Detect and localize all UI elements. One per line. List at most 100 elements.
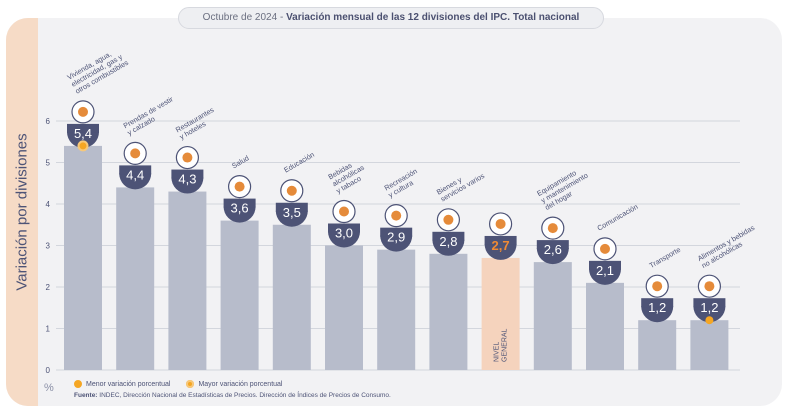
food-icon (697, 274, 722, 298)
value-badge-top (67, 123, 99, 133)
y-tick-label: 5 (46, 159, 51, 168)
legend-item-min: Menor variación porcentual Mayor variaci… (74, 378, 282, 390)
value-badge (119, 173, 152, 190)
value-badge (223, 206, 256, 223)
bar (116, 187, 155, 370)
bus-icon (645, 274, 669, 298)
ylabel-panel (6, 18, 38, 406)
value-label: 3,0 (335, 226, 353, 241)
bar (325, 245, 363, 370)
legend-min-label: Menor variación porcentual (86, 380, 171, 388)
bar (429, 253, 468, 370)
min-marker (705, 316, 714, 325)
source-text: INDEC, Dirección Nacional de Estadística… (97, 392, 391, 399)
bar-highlight (481, 257, 520, 370)
category-label: Transporte (648, 245, 682, 270)
value-badge-top (328, 223, 360, 233)
y-axis-unit: % (44, 382, 54, 394)
category-label: Bebidasalcohólicasy tabaco (327, 156, 371, 196)
value-badge-top (589, 260, 621, 270)
bar (533, 262, 572, 370)
legend-max-dot (186, 380, 195, 388)
value-badge-top (641, 298, 674, 308)
value-label: 3,5 (283, 205, 301, 220)
scissors-comb-icon (436, 208, 460, 232)
bar (690, 320, 729, 370)
bar-inner-label: NIVELGENERAL (494, 328, 509, 362)
y-tick-label: 4 (46, 200, 51, 209)
title-main: Variación mensual de las 12 divisiones d… (286, 12, 580, 23)
y-tick-label: 6 (46, 117, 51, 126)
value-badge-top (171, 169, 204, 179)
category-label: Equipamientoy mantenimientodel hogar (535, 164, 593, 212)
bar (220, 220, 259, 370)
value-label: 2,7 (492, 238, 510, 253)
value-badge (693, 306, 726, 323)
value-label: 1,2 (648, 300, 666, 315)
category-label: Comunicación (596, 202, 640, 233)
category-label: Restaurantesy hoteles (174, 105, 220, 141)
y-tick-label: 0 (46, 366, 51, 375)
max-marker (77, 140, 89, 152)
clothing-icon (123, 141, 147, 165)
value-label: 2,9 (387, 230, 405, 245)
legend-min-dot (74, 380, 82, 388)
legend-max-label: Mayor variación porcentual (198, 380, 283, 388)
value-label: 3,6 (231, 201, 249, 216)
value-label: 2,8 (439, 234, 457, 249)
value-badge-top (119, 165, 152, 175)
y-tick-label: 2 (46, 283, 51, 292)
bar (168, 191, 207, 370)
source-label: Fuente: (74, 392, 98, 399)
value-label: 2,1 (596, 263, 614, 278)
bar (638, 320, 677, 370)
value-badge (432, 239, 465, 256)
value-badge (67, 131, 99, 148)
title-prefix: Octubre de 2024 - (202, 12, 287, 23)
value-label: 4,4 (126, 167, 144, 182)
value-badge-top (380, 227, 413, 237)
value-badge (171, 177, 204, 194)
legend: Menor variación porcentual Mayor variaci… (74, 378, 282, 390)
bar (377, 249, 416, 370)
value-badge-top (693, 298, 726, 308)
value-badge (328, 231, 360, 248)
chart-title: Octubre de 2024 - Variación mensual de l… (178, 7, 604, 29)
value-label: 2,6 (544, 242, 562, 257)
category-label: Vivienda, agua,electricidad, gas yotros … (66, 44, 131, 96)
value-badge (275, 210, 308, 227)
appliance-icon (541, 216, 565, 240)
first-aid-icon (228, 175, 252, 199)
cutlery-icon (175, 145, 199, 170)
bar (272, 224, 311, 370)
value-badge-top (275, 202, 308, 212)
y-tick-label: 1 (46, 325, 51, 334)
category-label: Alimentos y bebidasno alcohólicas (696, 223, 761, 270)
bar (64, 145, 102, 370)
smartphone-icon (593, 237, 617, 261)
value-badge (589, 268, 621, 285)
value-label: 5,4 (74, 126, 92, 141)
y-tick-label: 3 (46, 242, 51, 251)
source-note: Fuente: INDEC, Dirección Nacional de Est… (74, 392, 391, 399)
category-label: Salud (230, 153, 250, 170)
house-utilities-icon (71, 100, 95, 124)
umbrella-icon (384, 204, 408, 228)
value-badge (380, 235, 413, 252)
value-badge-top (432, 231, 465, 241)
bottle-glass-icon (332, 199, 356, 224)
book-icon (280, 179, 304, 203)
basket-icon (489, 212, 513, 236)
category-label: Recreacióny cultura (383, 166, 423, 199)
value-badge-top (484, 235, 517, 245)
value-badge (484, 243, 517, 260)
category-label: Bienes yservicios varios (435, 164, 486, 203)
category-label: Prendas de vestiry calzado (122, 94, 179, 137)
value-label: 4,3 (178, 172, 196, 187)
value-badge (536, 248, 569, 265)
value-badge-top (536, 240, 569, 250)
value-badge-top (223, 198, 256, 208)
value-badge (641, 306, 674, 323)
